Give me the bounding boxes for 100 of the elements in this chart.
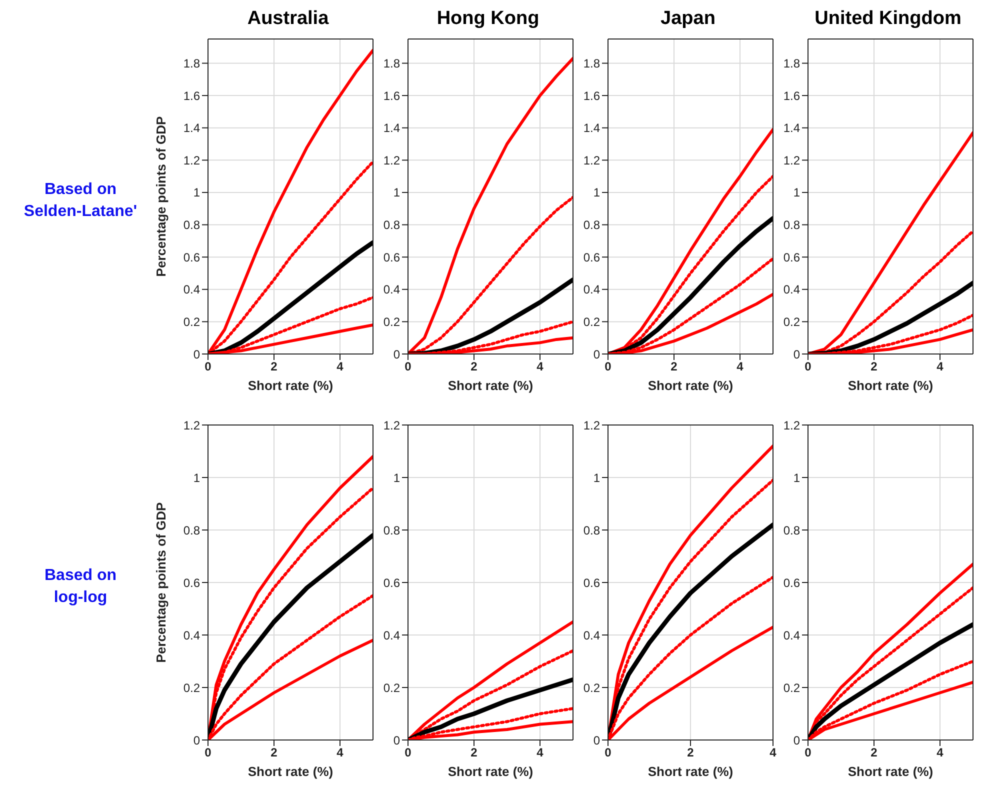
y-tick-label: 0.6 xyxy=(583,250,600,264)
x-tick-label: 4 xyxy=(736,360,744,374)
y-tick-label: 1 xyxy=(193,186,200,200)
y-tick-label: 0.8 xyxy=(783,218,800,232)
x-tick-label: 4 xyxy=(936,746,944,760)
y-tick-label: 0.4 xyxy=(783,628,800,642)
x-tick-label: 2 xyxy=(270,360,278,374)
y-tick-label: 1.8 xyxy=(783,56,800,70)
y-tick-label: 0.8 xyxy=(783,523,800,538)
x-tick-label: 2 xyxy=(470,360,478,374)
y-tick-label: 0.2 xyxy=(783,314,800,329)
y-tick-label: 0 xyxy=(193,733,200,748)
x-tick-label: 4 xyxy=(336,746,344,760)
y-tick-label: 0.4 xyxy=(583,628,600,642)
x-tick-label: 4 xyxy=(536,360,544,374)
y-tick-label: 0.4 xyxy=(783,282,800,297)
y-tick-label: 0 xyxy=(793,347,800,362)
x-axis-title: Short rate (%) xyxy=(248,764,334,779)
y-tick-label: 1 xyxy=(393,470,400,485)
x-tick-label: 2 xyxy=(470,746,478,760)
y-tick-label: 1.2 xyxy=(583,153,600,168)
x-tick-label: 0 xyxy=(404,360,412,374)
y-tick-label: 0.2 xyxy=(583,680,600,695)
x-axis-title: Short rate (%) xyxy=(648,764,734,779)
y-tick-label: 0.2 xyxy=(183,314,200,329)
chart-title: Hong Kong xyxy=(436,8,540,31)
y-tick-label: 0.4 xyxy=(183,282,200,297)
y-tick-label: 1.8 xyxy=(583,56,600,70)
y-tick-label: 0.6 xyxy=(783,576,800,590)
x-axis-title: Short rate (%) xyxy=(448,378,534,393)
y-tick-label: 1.6 xyxy=(383,88,400,103)
x-axis-title: Short rate (%) xyxy=(248,378,334,393)
y-tick-label: 0.6 xyxy=(383,250,400,264)
y-tick-label: 1.2 xyxy=(583,418,600,432)
y-tick-label: 1.2 xyxy=(783,418,800,432)
y-tick-label: 1.2 xyxy=(183,153,200,168)
y-tick-label: 1.8 xyxy=(183,56,200,70)
x-tick-label: 2 xyxy=(870,746,878,760)
x-tick-label: 0 xyxy=(804,360,812,374)
y-tick-label: 0.4 xyxy=(383,282,400,297)
y-tick-label: 1.6 xyxy=(183,88,200,103)
y-tick-label: 0.4 xyxy=(583,282,600,297)
y-tick-label: 0.4 xyxy=(183,628,200,642)
y-tick-label: 0.6 xyxy=(183,576,200,590)
y-tick-label: 0 xyxy=(193,347,200,362)
y-tick-label: 1 xyxy=(193,470,200,485)
y-tick-label: 1.4 xyxy=(383,121,400,136)
text: Based on log-log xyxy=(44,567,117,606)
y-tick-label: 0.6 xyxy=(183,250,200,264)
chart-title: Japan xyxy=(660,8,716,31)
y-tick-label: 0.2 xyxy=(783,680,800,695)
text: Based on Selden-Latane' xyxy=(24,181,138,220)
x-tick-label: 4 xyxy=(536,746,544,760)
x-axis-title: Short rate (%) xyxy=(848,764,934,779)
x-tick-label: 0 xyxy=(404,746,412,760)
chart-title: United Kingdom xyxy=(814,8,962,31)
y-axis-title: Percentage points of GDP xyxy=(154,502,169,663)
x-tick-label: 2 xyxy=(670,360,678,374)
y-tick-label: 0 xyxy=(793,733,800,748)
y-tick-label: 0 xyxy=(593,733,600,748)
y-tick-label: 0.8 xyxy=(383,218,400,232)
y-tick-label: 1.8 xyxy=(383,56,400,70)
y-tick-label: 1 xyxy=(593,470,600,485)
y-axis-title: Percentage points of GDP xyxy=(154,116,169,277)
x-tick-label: 2 xyxy=(270,746,278,760)
y-tick-label: 1.4 xyxy=(783,121,800,136)
x-tick-label: 4 xyxy=(936,360,944,374)
y-tick-label: 1 xyxy=(793,186,800,200)
x-axis-title: Short rate (%) xyxy=(448,764,534,779)
x-tick-label: 4 xyxy=(336,360,344,374)
y-tick-label: 1.6 xyxy=(783,88,800,103)
y-tick-label: 0.6 xyxy=(583,576,600,590)
y-tick-label: 1.2 xyxy=(383,153,400,168)
y-tick-label: 0 xyxy=(393,733,400,748)
x-axis-title: Short rate (%) xyxy=(848,378,934,393)
x-tick-label: 0 xyxy=(604,360,612,374)
y-tick-label: 0.2 xyxy=(583,314,600,329)
y-tick-label: 0.2 xyxy=(183,680,200,695)
y-tick-label: 0 xyxy=(393,347,400,362)
y-tick-label: 0.4 xyxy=(383,628,400,642)
chart-title: Australia xyxy=(246,8,330,31)
y-tick-label: 1.2 xyxy=(783,153,800,168)
y-tick-label: 1.6 xyxy=(583,88,600,103)
x-tick-label: 0 xyxy=(204,360,212,374)
y-tick-label: 0.8 xyxy=(183,523,200,538)
y-tick-label: 0.8 xyxy=(183,218,200,232)
y-tick-label: 0 xyxy=(593,347,600,362)
x-tick-label: 2 xyxy=(687,746,694,760)
y-tick-label: 1.2 xyxy=(183,418,200,432)
x-tick-label: 2 xyxy=(870,360,878,374)
y-tick-label: 0.8 xyxy=(383,523,400,538)
y-tick-label: 1.4 xyxy=(183,121,200,136)
y-tick-label: 1 xyxy=(793,470,800,485)
y-tick-label: 0.6 xyxy=(783,250,800,264)
y-tick-label: 1.2 xyxy=(383,418,400,432)
x-tick-label: 0 xyxy=(804,746,812,760)
x-tick-label: 4 xyxy=(770,746,777,760)
y-tick-label: 1 xyxy=(393,186,400,200)
y-tick-label: 0.8 xyxy=(583,523,600,538)
y-tick-label: 0.2 xyxy=(383,314,400,329)
